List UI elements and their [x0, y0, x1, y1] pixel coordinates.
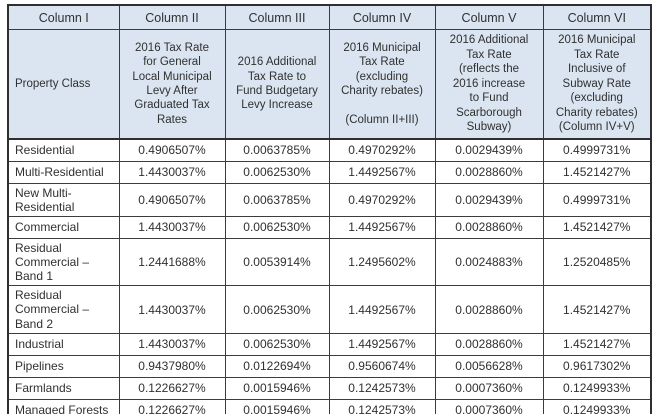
rate-cell: 0.0029439% — [434, 182, 544, 217]
rate-cell: 0.0015946% — [224, 398, 330, 414]
subheader-col6: 2016 Municipal Tax Rate Inclusive of Sub… — [542, 29, 652, 140]
rate-cell: 1.4521427% — [542, 285, 652, 334]
rate-cell: 0.0063785% — [224, 138, 330, 162]
column-label-row: Column I Column II Column III Column IV … — [7, 4, 652, 30]
rate-cell: 0.1249933% — [542, 398, 652, 414]
row-label: Commercial — [7, 215, 120, 239]
rate-cell: 0.4906507% — [118, 182, 226, 217]
rate-cell: 1.2441688% — [118, 237, 226, 287]
rate-cell: 0.0028860% — [434, 160, 544, 184]
table-row-residual-commercial-band-2: Residual Commercial – Band 2 1.4430037% … — [7, 285, 652, 334]
rate-cell: 0.0053914% — [224, 237, 330, 287]
rate-cell: 1.4492567% — [328, 160, 436, 184]
rate-cell: 0.4999731% — [542, 182, 652, 217]
rate-cell: 0.0028860% — [434, 215, 544, 239]
rate-cell: 1.4492567% — [328, 285, 436, 334]
rate-cell: 0.0056628% — [434, 354, 544, 378]
column-label-1: Column I — [7, 4, 120, 30]
table-row-farmlands: Farmlands 0.1226627% 0.0015946% 0.124257… — [7, 376, 652, 400]
rate-cell: 0.1242573% — [328, 376, 436, 400]
rate-cell: 0.0063785% — [224, 182, 330, 217]
row-label: New Multi- Residential — [7, 182, 120, 217]
subheader-property-class: Property Class — [7, 29, 120, 140]
rate-cell: 0.4970292% — [328, 138, 436, 162]
rate-cell: 0.4999731% — [542, 138, 652, 162]
rate-cell: 0.0024883% — [434, 237, 544, 287]
row-label: Farmlands — [7, 376, 120, 400]
subheader-col3: 2016 Additional Tax Rate to Fund Budgeta… — [224, 29, 330, 140]
rate-cell: 0.0015946% — [224, 376, 330, 400]
table-row-pipelines: Pipelines 0.9437980% 0.0122694% 0.956067… — [7, 354, 652, 378]
rate-cell: 0.9617302% — [542, 354, 652, 378]
table-row-industrial: Industrial 1.4430037% 0.0062530% 1.44925… — [7, 332, 652, 356]
row-label: Multi-Residential — [7, 160, 120, 184]
rate-cell: 1.4430037% — [118, 160, 226, 184]
rate-cell: 1.4430037% — [118, 215, 226, 239]
rate-cell: 0.0028860% — [434, 332, 544, 356]
rate-cell: 0.1249933% — [542, 376, 652, 400]
rate-cell: 1.2520485% — [542, 237, 652, 287]
column-label-4: Column IV — [328, 4, 436, 30]
subheader-col4: 2016 Municipal Tax Rate (excluding Chari… — [328, 29, 436, 140]
table-row-residual-commercial-band-1: Residual Commercial – Band 1 1.2441688% … — [7, 237, 652, 287]
rate-cell: 0.0062530% — [224, 215, 330, 239]
table-row-residential: Residential 0.4906507% 0.0063785% 0.4970… — [7, 138, 652, 162]
table-row-multi-residential: Multi-Residential 1.4430037% 0.0062530% … — [7, 160, 652, 184]
rate-cell: 1.4430037% — [118, 285, 226, 334]
rate-cell: 1.4521427% — [542, 332, 652, 356]
rate-cell: 0.0062530% — [224, 285, 330, 334]
row-label: Residential — [7, 138, 120, 162]
sub-header-row: Property Class 2016 Tax Rate for General… — [7, 29, 652, 140]
subheader-col2: 2016 Tax Rate for General Local Municipa… — [118, 29, 226, 140]
table-row-new-multi-residential: New Multi- Residential 0.4906507% 0.0063… — [7, 182, 652, 217]
rate-cell: 0.4906507% — [118, 138, 226, 162]
tax-rate-table: Column I Column II Column III Column IV … — [7, 4, 652, 414]
rate-cell: 0.0007360% — [434, 376, 544, 400]
rate-cell: 0.4970292% — [328, 182, 436, 217]
row-label: Industrial — [7, 332, 120, 356]
rate-cell: 0.1226627% — [118, 376, 226, 400]
rate-cell: 1.4492567% — [328, 332, 436, 356]
rate-cell: 0.0029439% — [434, 138, 544, 162]
column-label-3: Column III — [224, 4, 330, 30]
rate-cell: 0.1242573% — [328, 398, 436, 414]
table-row-commercial: Commercial 1.4430037% 0.0062530% 1.44925… — [7, 215, 652, 239]
row-label: Residual Commercial – Band 2 — [7, 285, 120, 334]
row-label: Managed Forests — [7, 398, 120, 414]
rate-cell: 0.0062530% — [224, 332, 330, 356]
rate-cell: 1.4521427% — [542, 160, 652, 184]
rate-cell: 1.2495602% — [328, 237, 436, 287]
subheader-col5: 2016 Additional Tax Rate (reflects the 2… — [434, 29, 544, 140]
rate-cell: 0.0007360% — [434, 398, 544, 414]
rate-cell: 0.0062530% — [224, 160, 330, 184]
rate-cell: 1.4492567% — [328, 215, 436, 239]
column-label-2: Column II — [118, 4, 226, 30]
rate-cell: 0.0028860% — [434, 285, 544, 334]
rate-cell: 1.4521427% — [542, 215, 652, 239]
rate-cell: 0.9560674% — [328, 354, 436, 378]
rate-cell: 0.9437980% — [118, 354, 226, 378]
column-label-5: Column V — [434, 4, 544, 30]
rate-cell: 0.0122694% — [224, 354, 330, 378]
table-row-managed-forests: Managed Forests 0.1226627% 0.0015946% 0.… — [7, 398, 652, 414]
rate-cell: 0.1226627% — [118, 398, 226, 414]
row-label: Residual Commercial – Band 1 — [7, 237, 120, 287]
row-label: Pipelines — [7, 354, 120, 378]
column-label-6: Column VI — [542, 4, 652, 30]
rate-cell: 1.4430037% — [118, 332, 226, 356]
